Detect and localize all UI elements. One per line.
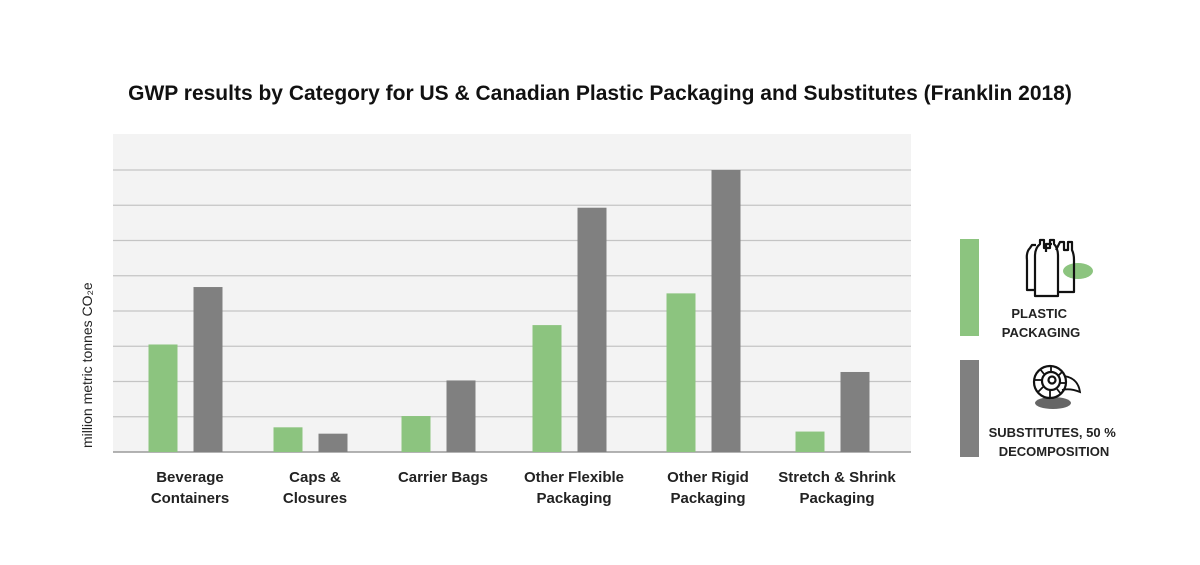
- category-label: Carrier Bags: [398, 469, 488, 486]
- category-label: Other Rigid Packaging: [667, 469, 749, 507]
- legend-label-plastic: PLASTIC PACKAGING: [1002, 306, 1080, 340]
- legend-swatch-plastic: [960, 239, 979, 336]
- bar-plastic-5: [795, 431, 825, 452]
- bar-plastic-1: [273, 427, 303, 452]
- category-labels: Beverage Containers Caps & Closures Carrier …: [151, 469, 897, 507]
- legend-label-substitutes: SUBSTITUTES, 50 % DECOMPOSITION: [989, 425, 1120, 459]
- category-label: Beverage Containers: [151, 469, 229, 507]
- bar-substitutes-4: [711, 170, 741, 452]
- y-axis-label: million metric tonnes CO₂e: [79, 282, 95, 448]
- bar-plastic-0: [148, 344, 178, 452]
- bar-substitutes-1: [318, 433, 348, 452]
- bar-substitutes-3: [577, 207, 607, 452]
- shell-icon: [1032, 364, 1082, 409]
- category-label: Caps & Closures: [283, 469, 347, 507]
- plot-background: [113, 134, 911, 452]
- bar-substitutes-0: [193, 287, 223, 452]
- bars: [148, 170, 870, 452]
- category-label: Other Flexible Packaging: [524, 469, 624, 507]
- gridlines: [113, 169, 911, 453]
- chart-title: GWP results by Category for US & Canadia…: [128, 82, 1072, 105]
- bar-plastic-4: [666, 293, 696, 452]
- bar-substitutes-5: [840, 371, 870, 452]
- bar-plastic-3: [532, 325, 562, 452]
- plastic-bags-icon: [1025, 238, 1093, 298]
- legend-swatch-substitutes: [960, 360, 979, 457]
- category-label: Stretch & Shrink Packaging: [778, 469, 896, 507]
- bar-plastic-2: [401, 416, 431, 452]
- bar-substitutes-2: [446, 380, 476, 452]
